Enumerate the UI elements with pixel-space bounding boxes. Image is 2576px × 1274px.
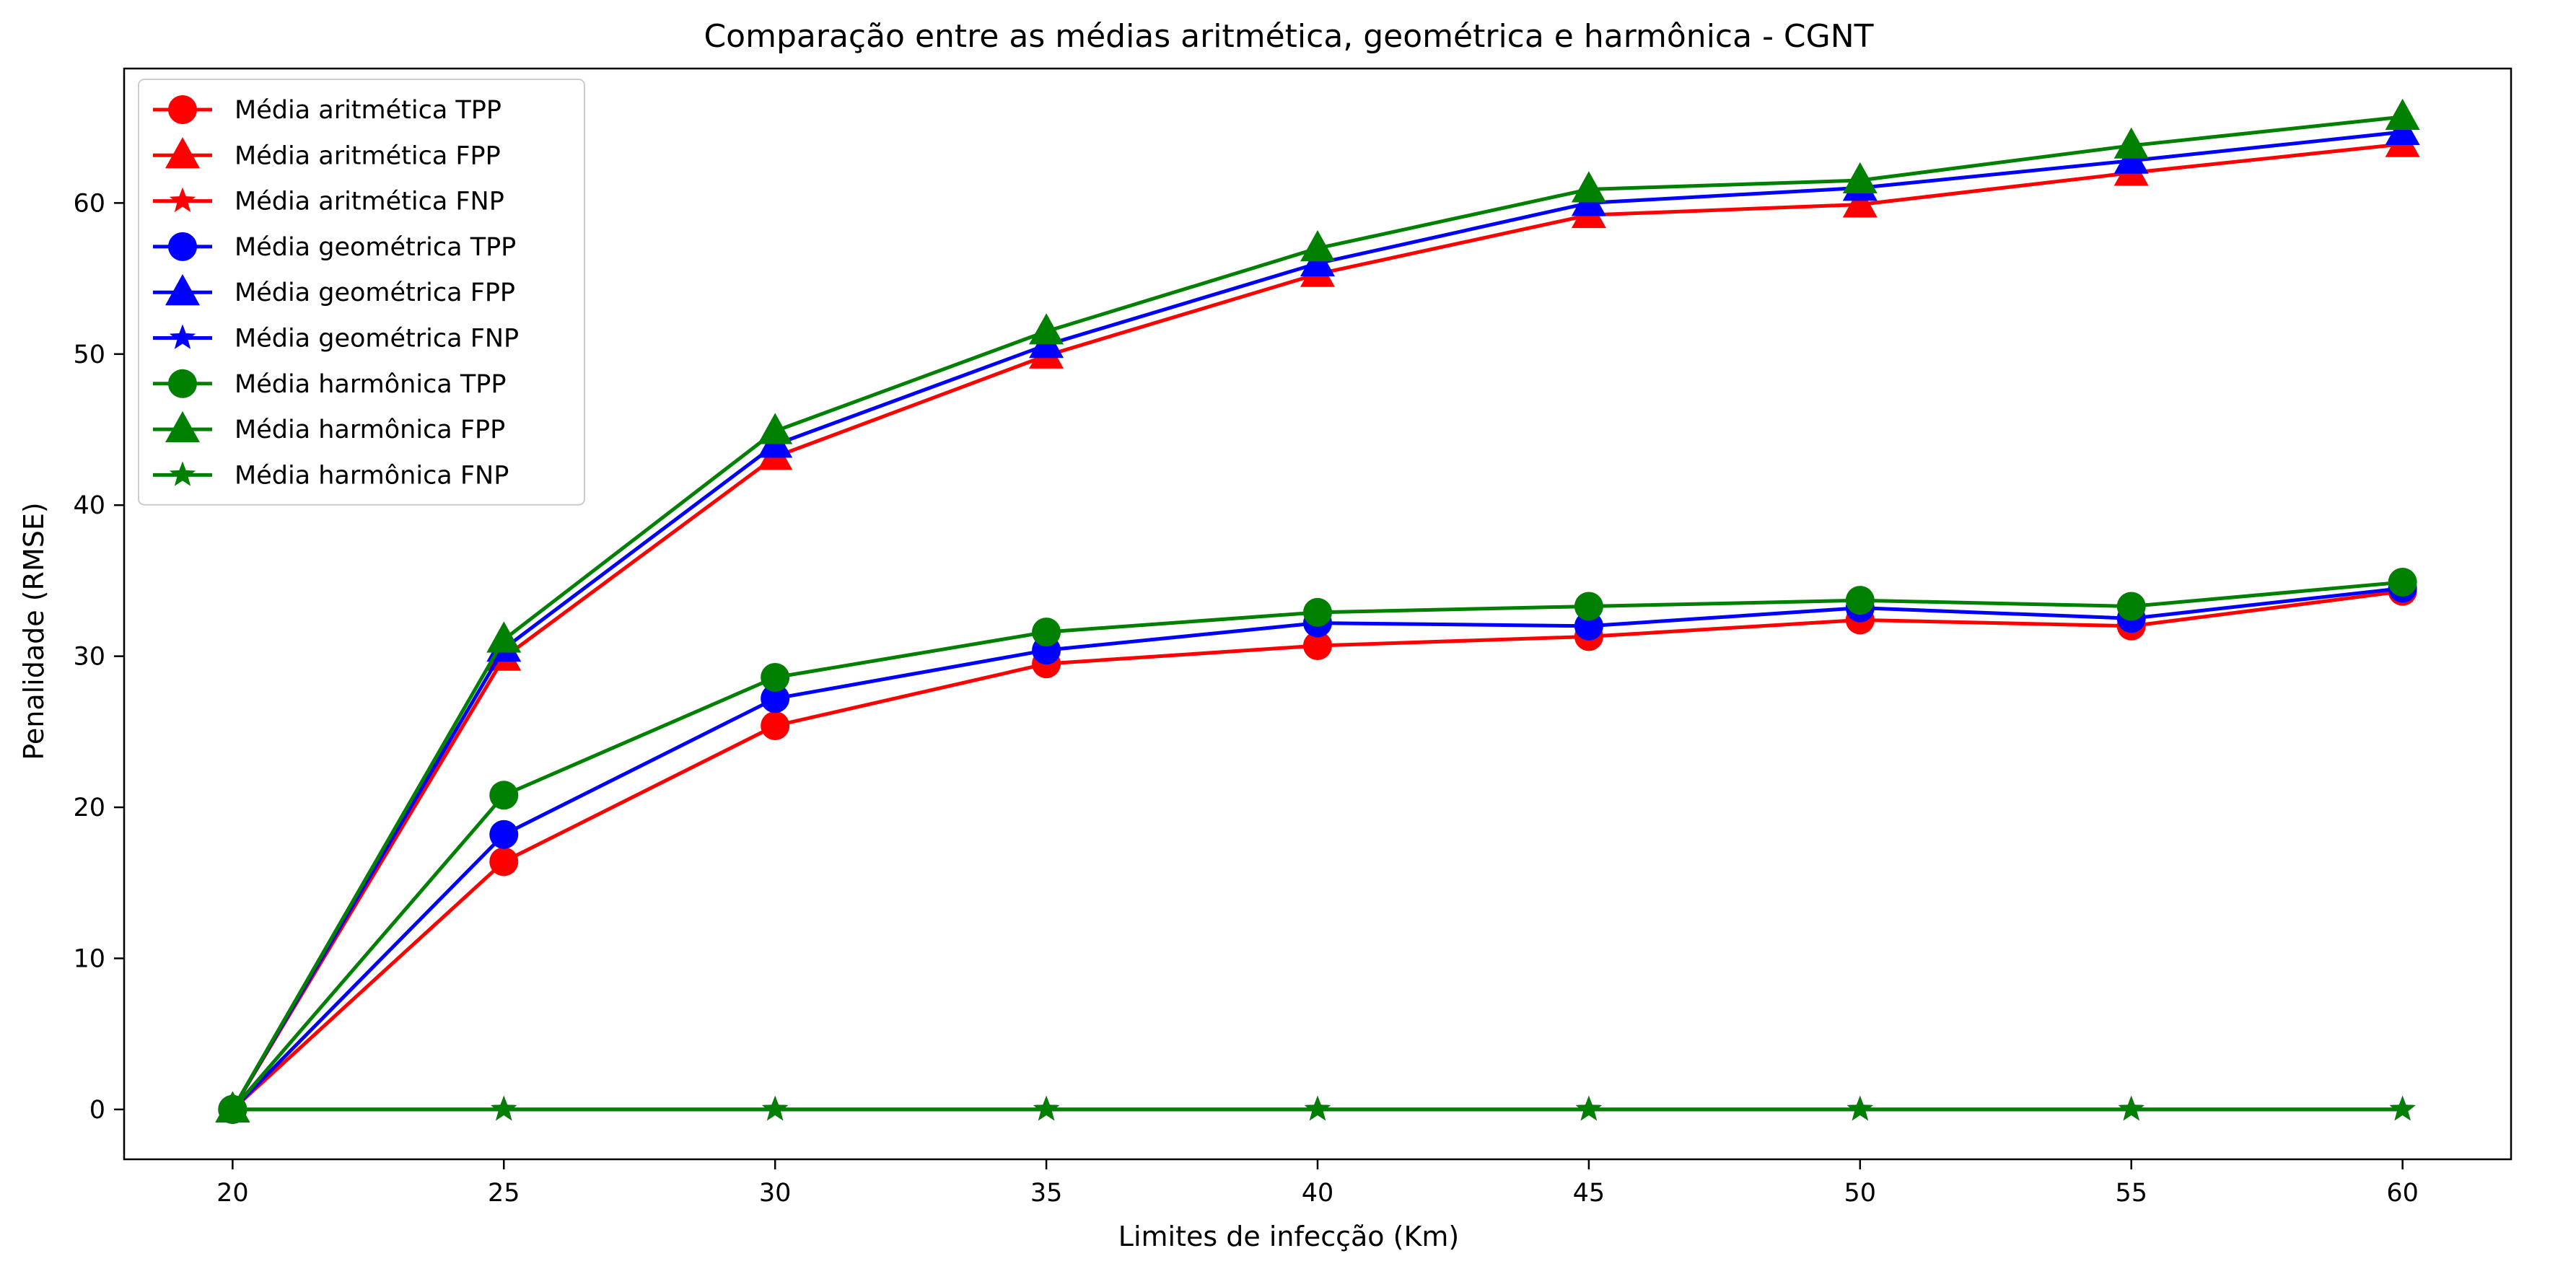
x-axis-label: Limites de infecção (Km)	[1118, 1221, 1459, 1252]
legend-item: Média harmônica FNP	[153, 461, 509, 490]
legend-item: Média geométrica FNP	[153, 324, 519, 353]
y-tick-label: 40	[73, 491, 105, 520]
chart-title: Comparação entre as médias aritmética, g…	[704, 18, 1873, 55]
legend-label: Média harmônica TPP	[235, 370, 506, 399]
legend-marker-circle	[168, 95, 197, 124]
data-point-star	[1846, 1095, 1873, 1121]
legend-marker-triangle	[165, 137, 200, 169]
data-point-star	[1033, 1095, 1060, 1121]
legend-marker-star	[169, 324, 196, 349]
x-tick-label: 50	[1844, 1179, 1877, 1208]
y-tick-label: 30	[73, 643, 105, 672]
legend-label: Média aritmética FPP	[235, 141, 501, 170]
data-point-circle	[1032, 618, 1061, 647]
data-point-star	[491, 1095, 517, 1121]
data-point-triangle	[1842, 162, 1878, 193]
legend-label: Média harmônica FNP	[235, 461, 509, 490]
y-tick-label: 20	[73, 794, 105, 822]
x-tick-label: 35	[1030, 1179, 1063, 1208]
y-tick-label: 0	[89, 1096, 105, 1125]
data-point-triangle	[2385, 98, 2420, 130]
legend-marker-circle	[168, 369, 197, 398]
legend: Média aritmética TPP Média aritmética FPP…	[138, 79, 585, 506]
data-point-circle	[761, 684, 790, 713]
legend-label: Média harmônica FPP	[235, 416, 505, 444]
legend-label: Média geométrica TPP	[235, 233, 516, 262]
data-point-circle	[1845, 586, 1875, 615]
data-point-circle	[489, 847, 519, 877]
x-tick-label: 55	[2115, 1179, 2147, 1208]
y-tick-label: 50	[73, 341, 105, 369]
y-tick-label: 60	[73, 189, 105, 218]
legend-label: Média aritmética FNP	[235, 188, 504, 216]
x-tick-label: 20	[216, 1179, 249, 1208]
legend-marker-triangle	[165, 274, 200, 306]
data-point-circle	[2116, 592, 2146, 621]
x-tick-label: 45	[1573, 1179, 1605, 1208]
legend-marker-triangle	[165, 410, 200, 443]
data-point-circle	[761, 711, 790, 740]
x-tick-label: 30	[759, 1179, 792, 1208]
legend-label: Média aritmética TPP	[235, 96, 501, 125]
plot-area	[215, 98, 2420, 1124]
data-point-star	[2118, 1095, 2145, 1121]
series-9	[219, 1095, 2416, 1121]
legend-box	[138, 79, 585, 506]
legend-item: Média geométrica FPP	[153, 274, 515, 307]
legend-item: Média aritmética TPP	[153, 95, 501, 125]
data-point-star	[2389, 1095, 2416, 1121]
data-point-circle	[489, 820, 519, 849]
legend-label: Média geométrica FNP	[235, 325, 519, 353]
legend-item: Média harmônica TPP	[153, 369, 506, 399]
data-point-star	[762, 1095, 789, 1121]
legend-marker-star	[169, 187, 196, 212]
legend-item: Média aritmética FNP	[153, 187, 504, 216]
data-point-triangle	[1571, 171, 1606, 203]
x-tick-label: 40	[1302, 1179, 1334, 1208]
data-point-circle	[1303, 597, 1332, 627]
y-axis-label: Penalidade (RMSE)	[18, 502, 50, 760]
data-point-triangle	[1029, 313, 1064, 345]
legend-marker-star	[169, 461, 196, 486]
legend-marker-circle	[168, 232, 197, 261]
data-point-triangle	[1842, 186, 1878, 218]
axes: 20 25 30 35 40 45 50 55 60 0 10 20 30 40 50 60	[73, 67, 2513, 1208]
data-point-circle	[489, 781, 519, 810]
x-tick-label: 25	[488, 1179, 520, 1208]
y-tick-label: 10	[73, 944, 105, 973]
legend-item: Média aritmética FPP	[153, 137, 501, 170]
series-8	[215, 98, 2420, 1123]
data-point-star	[219, 1095, 246, 1121]
data-point-triangle	[2113, 127, 2149, 159]
data-point-triangle	[486, 621, 522, 653]
legend-item: Média geométrica TPP	[153, 232, 516, 262]
data-point-triangle	[1300, 230, 1335, 262]
data-point-star	[1304, 1095, 1331, 1121]
data-point-star	[1575, 1095, 1602, 1121]
data-point-circle	[1303, 631, 1332, 660]
data-point-circle	[1574, 592, 1603, 621]
data-point-circle	[761, 662, 790, 692]
data-point-triangle	[758, 413, 793, 444]
data-point-circle	[2388, 568, 2417, 597]
legend-item: Média harmônica FPP	[153, 410, 505, 444]
x-tick-label: 60	[2386, 1179, 2419, 1208]
legend-label: Média geométrica FPP	[235, 278, 515, 307]
